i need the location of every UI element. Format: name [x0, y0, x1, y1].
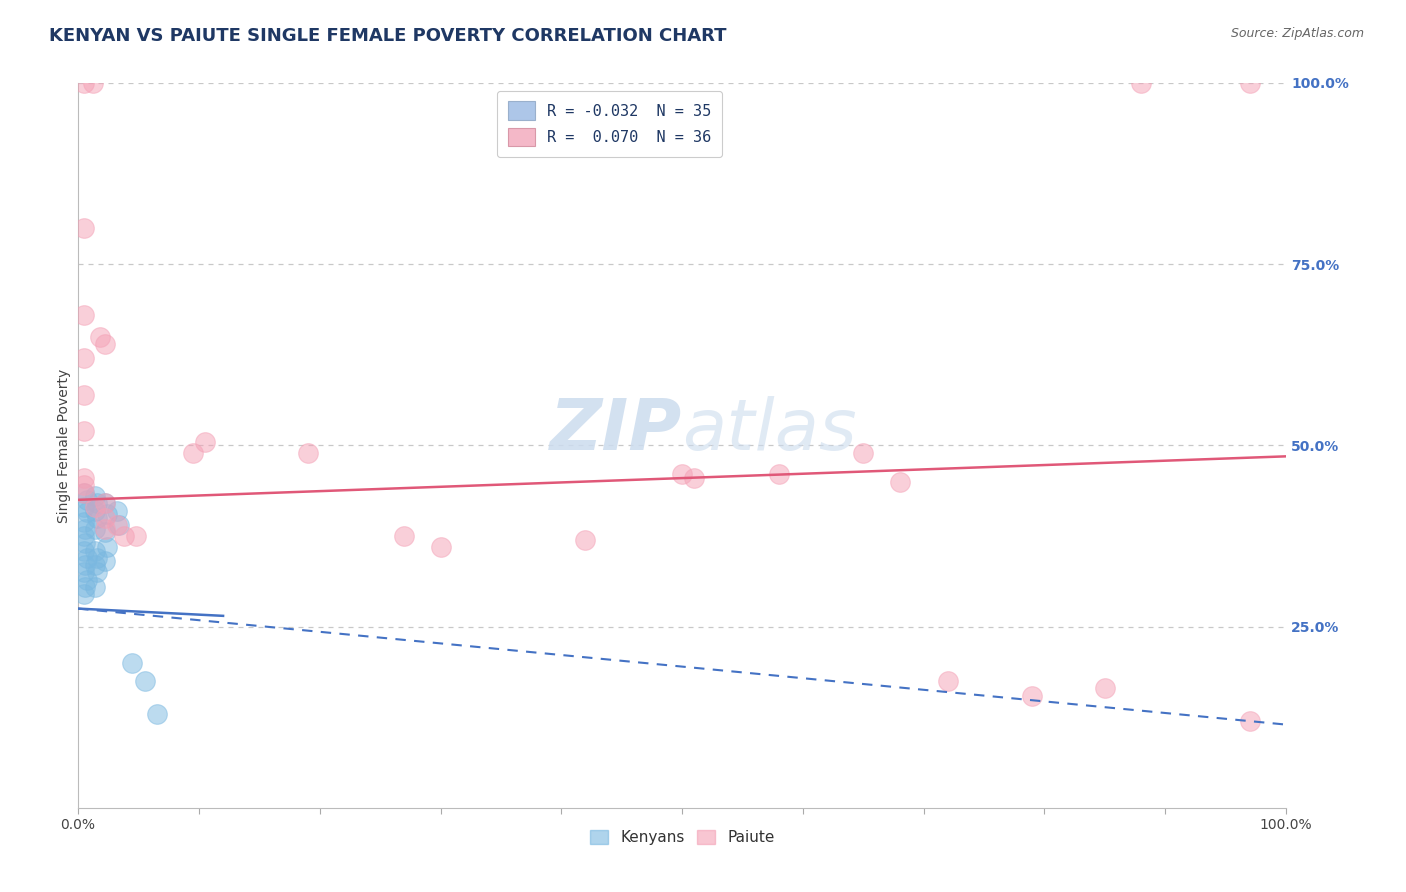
- Legend: R = -0.032  N = 35, R =  0.070  N = 36: R = -0.032 N = 35, R = 0.070 N = 36: [496, 91, 723, 157]
- Text: Source: ZipAtlas.com: Source: ZipAtlas.com: [1230, 27, 1364, 40]
- Point: [84, 580, 107, 594]
- Point: [86, 550, 108, 565]
- Point: [73, 529, 96, 543]
- Point: [429, 540, 451, 554]
- Point: [96, 508, 118, 522]
- Text: ZIP: ZIP: [550, 396, 682, 466]
- Point: [76, 492, 98, 507]
- Point: [1239, 714, 1261, 728]
- Point: [75, 558, 97, 573]
- Point: [84, 522, 107, 536]
- Point: [84, 500, 107, 514]
- Point: [889, 475, 911, 489]
- Point: [82, 76, 104, 90]
- Point: [73, 587, 96, 601]
- Point: [194, 434, 217, 449]
- Point: [134, 674, 156, 689]
- Point: [93, 337, 115, 351]
- Point: [1021, 689, 1043, 703]
- Point: [73, 485, 96, 500]
- Point: [108, 518, 131, 533]
- Point: [93, 511, 115, 525]
- Point: [105, 518, 128, 533]
- Point: [73, 500, 96, 514]
- Point: [394, 529, 416, 543]
- Point: [297, 446, 319, 460]
- Point: [73, 424, 96, 438]
- Point: [75, 536, 97, 550]
- Point: [75, 580, 97, 594]
- Point: [145, 706, 167, 721]
- Point: [84, 489, 107, 503]
- Point: [73, 566, 96, 580]
- Point: [86, 511, 108, 525]
- Point: [93, 525, 115, 540]
- Y-axis label: Single Female Poverty: Single Female Poverty: [58, 368, 72, 523]
- Point: [93, 496, 115, 510]
- Point: [73, 543, 96, 558]
- Point: [574, 533, 596, 547]
- Point: [76, 550, 98, 565]
- Point: [86, 496, 108, 510]
- Point: [768, 467, 790, 482]
- Point: [1094, 681, 1116, 696]
- Point: [84, 558, 107, 573]
- Point: [73, 485, 96, 500]
- Text: KENYAN VS PAIUTE SINGLE FEMALE POVERTY CORRELATION CHART: KENYAN VS PAIUTE SINGLE FEMALE POVERTY C…: [49, 27, 727, 45]
- Point: [683, 471, 706, 485]
- Point: [73, 351, 96, 366]
- Point: [125, 529, 148, 543]
- Point: [671, 467, 693, 482]
- Point: [96, 540, 118, 554]
- Point: [84, 543, 107, 558]
- Point: [76, 505, 98, 519]
- Point: [105, 504, 128, 518]
- Point: [121, 656, 143, 670]
- Point: [181, 446, 204, 460]
- Point: [1130, 76, 1153, 90]
- Point: [73, 471, 96, 485]
- Point: [89, 329, 111, 343]
- Point: [93, 496, 115, 510]
- Point: [73, 76, 96, 90]
- Point: [93, 522, 115, 536]
- Point: [73, 221, 96, 235]
- Point: [73, 478, 96, 492]
- Point: [73, 308, 96, 322]
- Point: [73, 387, 96, 401]
- Point: [84, 504, 107, 518]
- Point: [852, 446, 875, 460]
- Point: [75, 522, 97, 536]
- Point: [112, 529, 135, 543]
- Point: [86, 566, 108, 580]
- Point: [73, 515, 96, 529]
- Point: [76, 573, 98, 587]
- Point: [93, 554, 115, 568]
- Text: atlas: atlas: [682, 396, 856, 466]
- Point: [936, 674, 959, 689]
- Point: [1239, 76, 1261, 90]
